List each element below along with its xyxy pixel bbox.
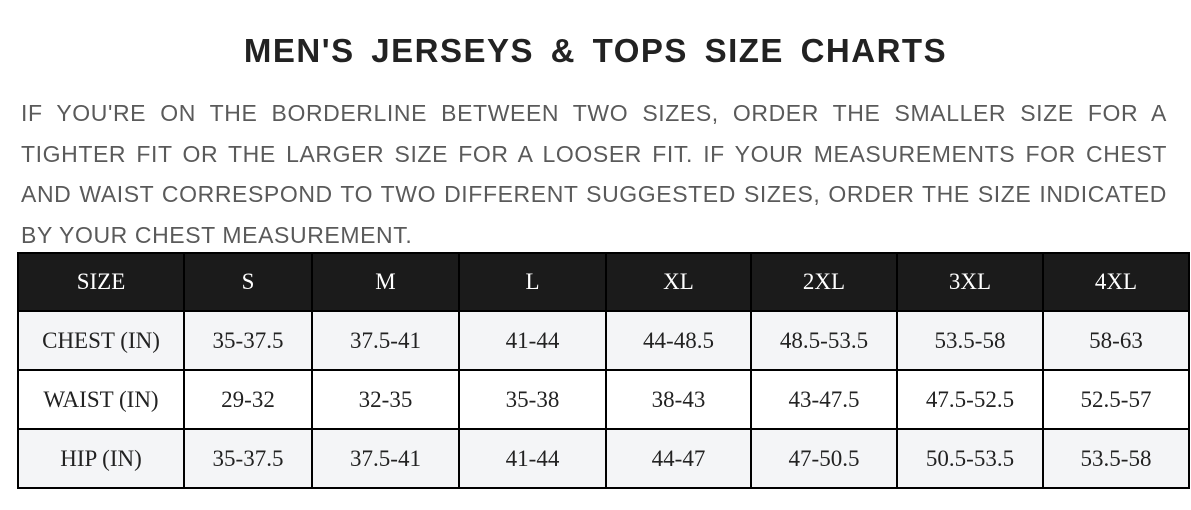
column-header: 3XL: [896, 252, 1044, 312]
table-row: HIP (IN) 35-37.5 37.5-41 41-44 44-47 47-50.5 5…: [17, 428, 1190, 489]
table-row: CHEST (IN) 35-37.5 37.5-41 41-44 44-48.5 48.5…: [17, 310, 1190, 371]
table-cell: 29-32: [183, 369, 313, 430]
table-cell: 37.5-41: [311, 428, 460, 489]
column-header: SIZE: [17, 252, 185, 312]
table-cell: 35-37.5: [183, 310, 313, 371]
table-cell: 53.5-58: [1042, 428, 1190, 489]
row-label: CHEST (IN): [17, 310, 185, 371]
table-cell: 41-44: [458, 428, 607, 489]
size-chart-table: SIZE S M L XL 2XL 3XL 4XL CHEST (IN) 35-37.5 37.5…: [17, 252, 1190, 489]
column-header: 2XL: [750, 252, 898, 312]
table-cell: 35-37.5: [183, 428, 313, 489]
column-header: M: [311, 252, 460, 312]
table-cell: 35-38: [458, 369, 607, 430]
column-header: 4XL: [1042, 252, 1190, 312]
column-header: L: [458, 252, 607, 312]
table-cell: 38-43: [605, 369, 752, 430]
column-header: XL: [605, 252, 752, 312]
page-title: MEN'S JERSEYS & TOPS SIZE CHARTS: [243, 32, 948, 69]
table-cell: 32-35: [311, 369, 460, 430]
table-cell: 44-47: [605, 428, 752, 489]
table-cell: 47-50.5: [750, 428, 898, 489]
table-cell: 48.5-53.5: [750, 310, 898, 371]
column-header: S: [183, 252, 313, 312]
table-cell: 44-48.5: [605, 310, 752, 371]
table-cell: 47.5-52.5: [896, 369, 1044, 430]
table-cell: 52.5-57: [1042, 369, 1190, 430]
table-cell: 58-63: [1042, 310, 1190, 371]
table-cell: 37.5-41: [311, 310, 460, 371]
table-header-row: SIZE S M L XL 2XL 3XL 4XL: [17, 252, 1190, 312]
row-label: HIP (IN): [17, 428, 185, 489]
sizing-note: IF YOU'RE ON THE BORDERLINE BETWEEN TWO …: [21, 100, 1167, 248]
table-row: WAIST (IN) 29-32 32-35 35-38 38-43 43-47.5 47.…: [17, 369, 1190, 430]
table-cell: 41-44: [458, 310, 607, 371]
table-cell: 53.5-58: [896, 310, 1044, 371]
table-cell: 43-47.5: [750, 369, 898, 430]
table-cell: 50.5-53.5: [896, 428, 1044, 489]
row-label: WAIST (IN): [17, 369, 185, 430]
